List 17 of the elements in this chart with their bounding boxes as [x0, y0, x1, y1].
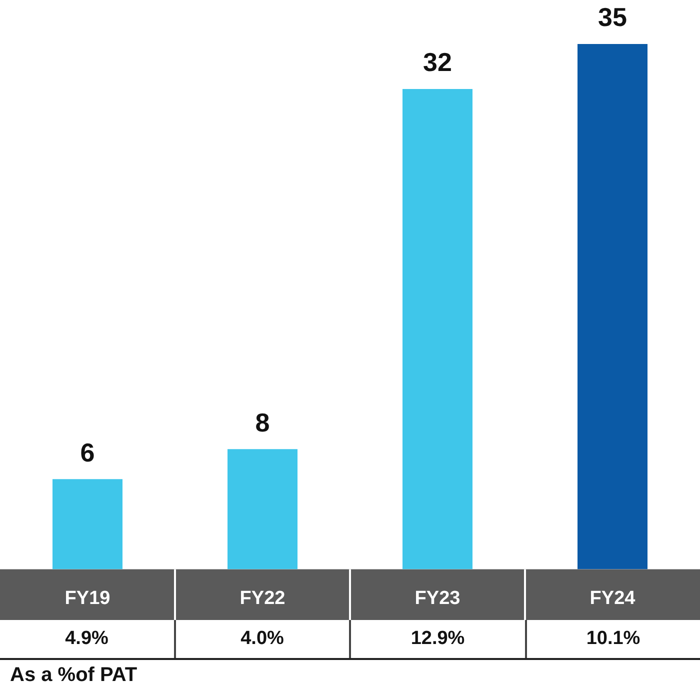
x-tick-label: FY22 [240, 588, 286, 609]
text: 4.9% [0, 620, 176, 658]
bar [402, 89, 472, 570]
bar [52, 479, 122, 570]
data-label: 32 [423, 47, 452, 78]
text: As a %of PAT [10, 664, 138, 687]
text: 4.0% [176, 620, 351, 658]
data-label: 8 [255, 407, 270, 438]
bar [578, 44, 648, 570]
text: 10.1% [585, 627, 642, 651]
data-label: 6 [80, 437, 95, 468]
x-tick-label: FY24 [590, 588, 636, 609]
text: 12.9% [351, 620, 526, 658]
x-tick-label: FY19 [64, 588, 110, 609]
data-label: 35 [598, 2, 627, 32]
bar [228, 449, 298, 570]
x-tick-label: FY23 [414, 588, 460, 609]
